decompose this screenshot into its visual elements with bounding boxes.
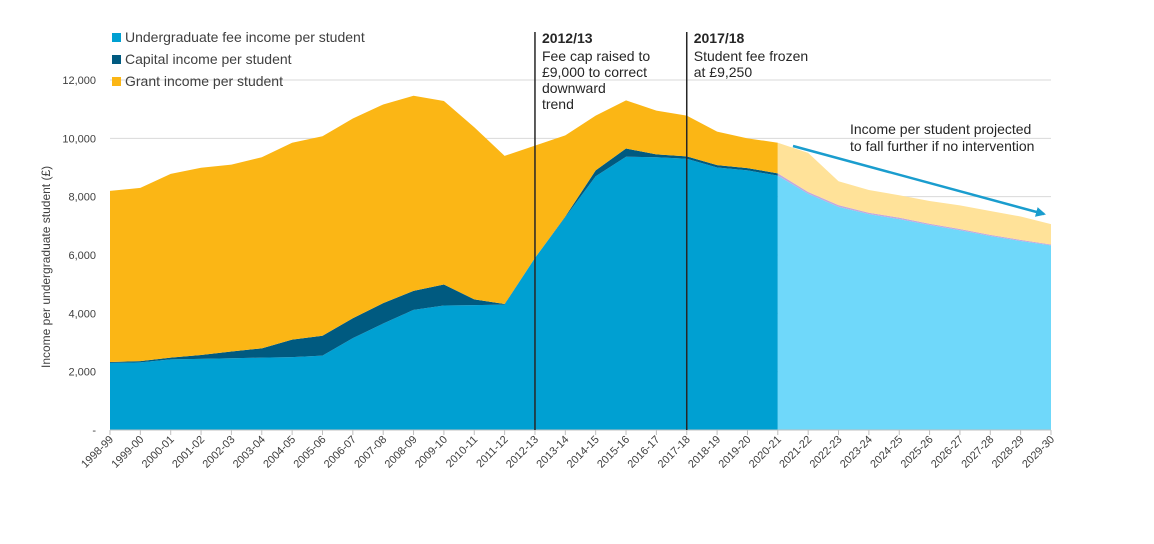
- x-tick-label: 2017-18: [656, 434, 693, 471]
- x-tick-label: 1998-99: [79, 434, 116, 471]
- legend-label: Capital income per student: [125, 51, 292, 67]
- y-tick-label: 2,000: [68, 367, 96, 379]
- y-tick-label: 12,000: [62, 75, 96, 87]
- legend: Undergraduate fee income per student Capi…: [112, 29, 365, 89]
- annotation-text: trend: [542, 96, 574, 112]
- area-grant-income-per-student: [110, 95, 778, 363]
- x-tick-label: 2013-14: [534, 434, 571, 471]
- x-tick-label: 2002-03: [201, 434, 238, 471]
- x-tick-label: 2000-01: [140, 434, 177, 471]
- legend-swatch: [112, 33, 121, 42]
- annotation-text: £9,000 to correct: [542, 64, 647, 80]
- x-tick-label: 2003-04: [231, 434, 268, 471]
- x-tick-label: 2014-15: [565, 434, 602, 471]
- x-tick-label: 2007-08: [352, 434, 389, 471]
- x-tick-label: 2023-24: [838, 434, 875, 471]
- annotation-text: Student fee frozen: [694, 48, 808, 64]
- x-tick-label: 2001-02: [170, 434, 207, 471]
- x-tick-label: 2009-10: [413, 434, 450, 471]
- x-tick-label: 2025-26: [899, 434, 936, 471]
- annotation-text: at £9,250: [694, 64, 753, 80]
- x-tick-label: 2016-17: [625, 434, 662, 471]
- x-tick-label: 2020-21: [747, 434, 784, 471]
- x-tick-label: 2019-20: [717, 434, 754, 471]
- y-tick-label: 4,000: [68, 308, 96, 320]
- x-tick-label: 2021-22: [777, 434, 814, 471]
- legend-swatch: [112, 77, 121, 86]
- annotation-title: 2012/13: [542, 30, 593, 46]
- x-tick-label: 2005-06: [292, 434, 329, 471]
- x-tick-label: 2012-13: [504, 434, 541, 471]
- y-tick-label: 10,000: [62, 133, 96, 145]
- x-tick-label: 2004-05: [261, 434, 298, 471]
- annotation-text: downward: [542, 80, 606, 96]
- projection-note: Income per student projected: [850, 121, 1031, 137]
- area-projected-grant-income-per-student: [777, 142, 1051, 245]
- x-tick-label: 1999-00: [109, 434, 146, 471]
- y-tick-label: 8,000: [68, 192, 96, 204]
- x-tick-label: 2028-29: [990, 434, 1027, 471]
- x-tick-label: 2006-07: [322, 434, 359, 471]
- x-tick-label: 2022-23: [808, 434, 845, 471]
- legend-label: Grant income per student: [125, 73, 283, 89]
- projection-arrow: [792, 144, 1046, 217]
- annotations: 2012/13 Fee cap raised to£9,000 to correc…: [534, 30, 1046, 430]
- x-tick-label: 2008-09: [383, 434, 420, 471]
- annotation-title: 2017/18: [694, 30, 745, 46]
- x-tick-label: 2018-19: [686, 434, 723, 471]
- legend-swatch: [112, 55, 121, 64]
- x-tick-label: 2010-11: [444, 434, 480, 470]
- area-undergraduate-fee-income-per-student: [110, 156, 778, 430]
- y-tick-label: -: [92, 425, 96, 437]
- x-tick-label: 2029-30: [1020, 434, 1057, 471]
- x-tick-label: 2026-27: [929, 434, 966, 471]
- area-projected-undergraduate-fee-income-per-student: [777, 175, 1051, 430]
- y-tick-label: 6,000: [68, 250, 96, 262]
- x-tick-label: 2027-28: [959, 434, 996, 471]
- y-axis-label: Income per undergraduate student (£): [39, 166, 53, 368]
- plot-areas: [110, 95, 1051, 430]
- x-tick-label: 2024-25: [868, 434, 905, 471]
- legend-label: Undergraduate fee income per student: [125, 29, 365, 45]
- x-tick-label: 2015-16: [595, 434, 632, 471]
- annotation-text: Fee cap raised to: [542, 48, 650, 64]
- projection-note: to fall further if no intervention: [850, 138, 1034, 154]
